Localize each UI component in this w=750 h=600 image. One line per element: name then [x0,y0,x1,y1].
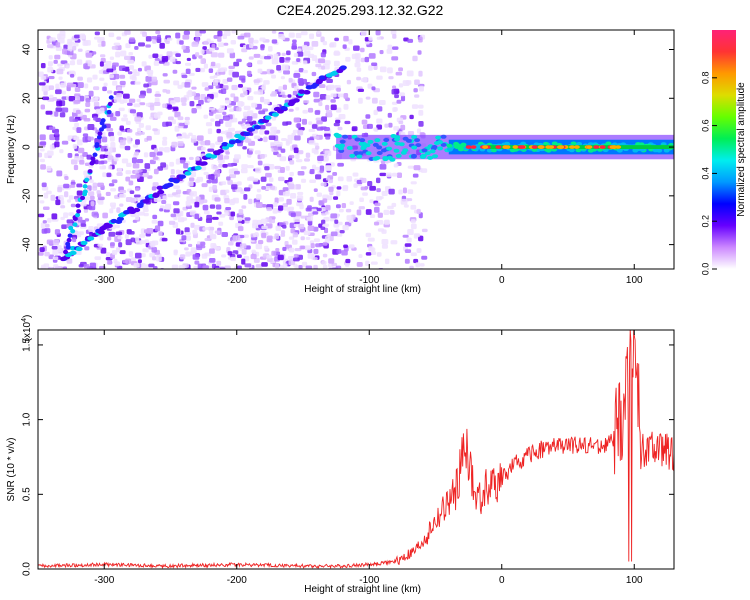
x-tick-label: -100 [359,575,379,586]
y-tick-label: -40 [22,237,33,252]
snr-chart: -300 -200 -100 0 100 0.0 0.5 1.0 1.5(x104) Height… [6,315,675,595]
y-scale-label: (x104) [21,315,33,342]
y-tick-label: 0 [22,144,33,150]
colorbar-gradient [712,30,736,269]
x-axis-label: Height of straight line (km) [304,284,421,295]
x-tick-label: 0 [499,275,505,286]
x-tick-label: -200 [227,575,247,586]
spectrogram-frame [37,29,675,270]
y-axis-label: Frequency (Hz) [6,115,17,184]
y-tick-label: 0.5 [22,487,33,501]
x-tick-label: -300 [94,275,114,286]
colorbar-tick-label: 0.0 [700,263,710,276]
snr-frame [37,329,675,570]
y-tick-label: 1.5 [22,338,33,352]
chart-title: C2E4.2025.293.12.32.G22 [276,2,444,18]
y-tick-label: -20 [22,188,33,203]
colorbar-label: Normalized spectral amplitude [736,82,747,217]
colorbar-tick-label: 0.6 [700,119,710,132]
x-tick-label: -200 [227,275,247,286]
x-tick-label: -100 [359,275,379,286]
y-axis-label: SNR (10 * v/v) [6,438,17,502]
y-tick-label: 40 [22,44,33,56]
spectrogram-cells [38,30,674,269]
x-tick-label: 0 [499,575,505,586]
colorbar-tick-label: 0.4 [700,167,710,180]
y-tick-label: 20 [22,92,33,104]
colorbar-tick-label: 0.2 [700,215,710,228]
series-line-snr [38,330,674,569]
x-tick-label: -300 [94,575,114,586]
y-tick-label: 0.0 [22,562,33,576]
colorbar: 0.0 0.2 0.4 0.6 0.8 Normalized spectral ampli… [700,30,747,275]
x-tick-label: 100 [626,275,643,286]
x-tick-label: 100 [626,575,643,586]
x-axis-label: Height of straight line (km) [304,584,421,595]
y-tick-label: 1.0 [22,412,33,426]
colorbar-tick-label: 0.8 [700,72,710,85]
